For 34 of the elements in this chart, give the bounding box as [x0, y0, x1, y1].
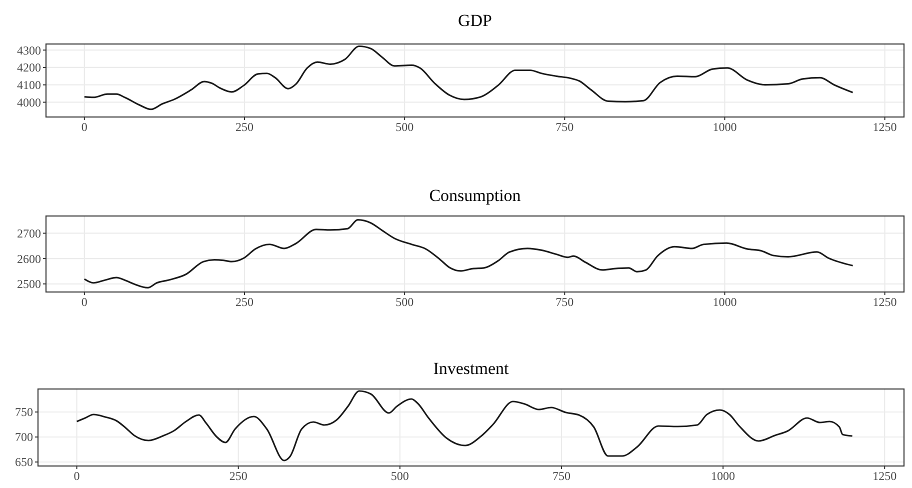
x-tick-label: 250: [235, 295, 254, 309]
x-tick-label: 1250: [872, 469, 897, 483]
y-tick-label: 700: [15, 430, 33, 444]
chart-title: Investment: [433, 359, 510, 378]
x-tick-label: 0: [81, 295, 88, 309]
x-tick-label: 500: [396, 120, 414, 134]
x-tick-label: 500: [390, 469, 409, 483]
y-tick-label: 4200: [17, 60, 41, 75]
y-tick-label: 2600: [17, 252, 41, 266]
x-tick-label: 1250: [872, 120, 897, 134]
line-series: [84, 45, 854, 110]
y-tick-label: 4100: [17, 78, 41, 92]
x-tick-label: 250: [235, 120, 254, 134]
y-tick-label: 2700: [17, 226, 41, 240]
x-tick-label: 0: [74, 469, 80, 483]
x-tick-label: 250: [229, 469, 248, 483]
y-tick-label: 4000: [17, 95, 41, 110]
x-tick-label: 750: [552, 469, 570, 483]
line-series: [76, 390, 854, 462]
x-tick-label: 1250: [872, 295, 897, 309]
y-tick-label: 650: [15, 455, 33, 470]
y-tick-label: 750: [15, 405, 33, 420]
y-tick-label: 2500: [17, 277, 41, 292]
x-tick-label: 500: [396, 295, 414, 309]
chart-title: GDP: [458, 11, 492, 30]
x-tick-label: 750: [556, 120, 574, 134]
x-tick-label: 1000: [711, 469, 736, 483]
y-tick-label: 4300: [17, 43, 41, 58]
x-tick-label: 1000: [712, 295, 737, 309]
chart-title: Consumption: [429, 186, 522, 205]
x-tick-label: 0: [81, 120, 88, 134]
x-tick-label: 1000: [712, 120, 737, 134]
line-series: [84, 219, 854, 288]
x-tick-label: 750: [556, 295, 574, 309]
